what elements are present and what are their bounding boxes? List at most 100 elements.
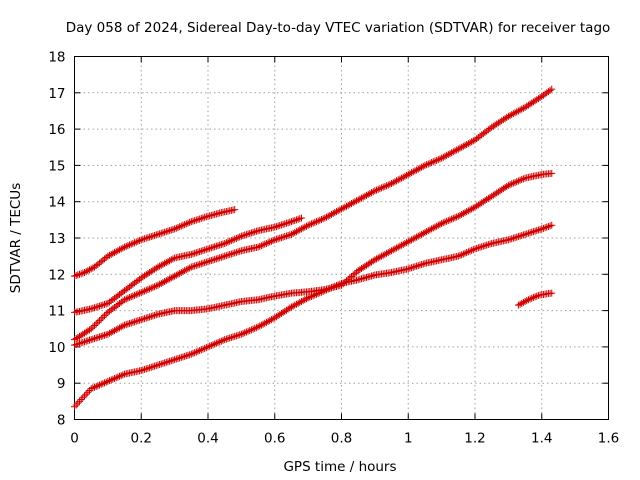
data-point xyxy=(74,271,82,279)
data-point xyxy=(91,321,99,329)
data-point xyxy=(96,317,104,325)
data-point xyxy=(97,315,105,323)
data-point xyxy=(454,252,462,260)
data-point xyxy=(232,248,240,256)
data-point xyxy=(131,291,139,299)
data-point xyxy=(301,296,309,304)
data-point xyxy=(257,242,265,250)
data-point xyxy=(131,239,139,247)
data-point xyxy=(181,267,189,275)
data-point xyxy=(408,169,416,177)
data-point xyxy=(297,214,305,222)
data-point xyxy=(191,349,199,357)
data-point xyxy=(424,227,432,235)
data-point xyxy=(292,300,300,308)
data-point xyxy=(132,238,140,246)
data-point xyxy=(216,241,224,249)
data-point xyxy=(217,253,225,261)
data-point xyxy=(202,245,210,253)
data-point xyxy=(186,264,194,272)
data-point xyxy=(381,182,389,190)
data-point xyxy=(142,286,150,294)
data-point xyxy=(281,220,289,228)
data-point xyxy=(434,221,442,229)
data-point xyxy=(524,229,532,237)
data-point xyxy=(521,230,529,238)
data-point xyxy=(72,401,80,409)
data-point xyxy=(416,231,424,239)
data-point xyxy=(226,334,234,342)
data-point xyxy=(394,243,402,251)
data-point xyxy=(523,297,531,305)
data-point xyxy=(506,181,514,189)
data-point xyxy=(256,242,264,250)
data-point xyxy=(464,248,472,256)
data-point xyxy=(413,166,421,174)
data-point xyxy=(324,212,332,220)
data-point xyxy=(444,151,452,159)
data-point xyxy=(257,321,265,329)
data-point xyxy=(92,382,100,390)
data-point xyxy=(214,339,222,347)
data-point xyxy=(99,332,107,340)
data-point xyxy=(76,270,84,278)
data-point xyxy=(126,241,134,249)
data-point xyxy=(279,220,287,228)
data-point xyxy=(389,179,397,187)
data-point xyxy=(348,200,356,208)
data-point xyxy=(227,237,235,245)
data-point xyxy=(272,235,280,243)
data-point xyxy=(299,297,307,305)
data-point xyxy=(408,236,416,244)
data-point xyxy=(314,217,322,225)
data-point xyxy=(241,231,249,239)
data-point xyxy=(156,361,164,369)
data-point xyxy=(169,255,177,263)
data-point xyxy=(96,333,104,341)
data-point xyxy=(361,192,369,200)
data-point xyxy=(151,311,159,319)
data-point xyxy=(529,228,537,236)
data-point xyxy=(262,239,270,247)
data-point xyxy=(136,316,144,324)
data-point xyxy=(516,300,524,308)
data-point xyxy=(162,228,170,236)
data-point xyxy=(456,144,464,152)
data-point xyxy=(194,261,202,269)
data-point xyxy=(548,221,556,229)
data-point xyxy=(393,244,401,252)
data-point xyxy=(171,272,179,280)
data-point xyxy=(199,259,207,267)
data-point xyxy=(91,383,99,391)
data-point xyxy=(142,314,150,322)
data-point xyxy=(383,249,391,257)
data-point xyxy=(519,231,527,239)
data-point xyxy=(341,203,349,211)
data-point xyxy=(129,239,137,247)
data-point xyxy=(322,286,330,294)
data-point xyxy=(401,239,409,247)
data-point xyxy=(99,380,107,388)
data-point xyxy=(271,223,279,231)
data-point xyxy=(97,380,105,388)
data-point xyxy=(418,260,426,268)
data-point xyxy=(351,270,359,278)
series-arc-3 xyxy=(71,85,556,344)
data-point xyxy=(202,344,210,352)
data-point xyxy=(401,172,409,180)
data-point xyxy=(79,269,87,277)
data-point xyxy=(146,233,154,241)
data-point xyxy=(524,296,532,304)
data-point xyxy=(518,176,526,184)
data-point xyxy=(368,189,376,197)
series-arc-4 xyxy=(71,169,556,349)
data-point xyxy=(321,214,329,222)
data-point xyxy=(453,213,461,221)
data-point xyxy=(121,296,129,304)
data-point xyxy=(403,239,411,247)
data-point xyxy=(319,287,327,295)
data-point xyxy=(423,161,431,169)
data-point xyxy=(322,213,330,221)
x-tick-label: 1.4 xyxy=(531,431,552,447)
data-point xyxy=(91,335,99,343)
